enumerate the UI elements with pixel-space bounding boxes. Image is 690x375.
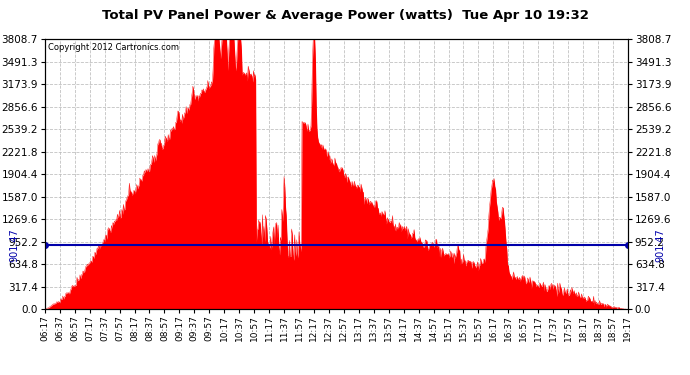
Text: 901.47: 901.47 (10, 229, 19, 262)
Text: 901.47: 901.47 (655, 229, 665, 262)
Text: Copyright 2012 Cartronics.com: Copyright 2012 Cartronics.com (48, 44, 179, 52)
Text: Total PV Panel Power & Average Power (watts)  Tue Apr 10 19:32: Total PV Panel Power & Average Power (wa… (101, 9, 589, 22)
